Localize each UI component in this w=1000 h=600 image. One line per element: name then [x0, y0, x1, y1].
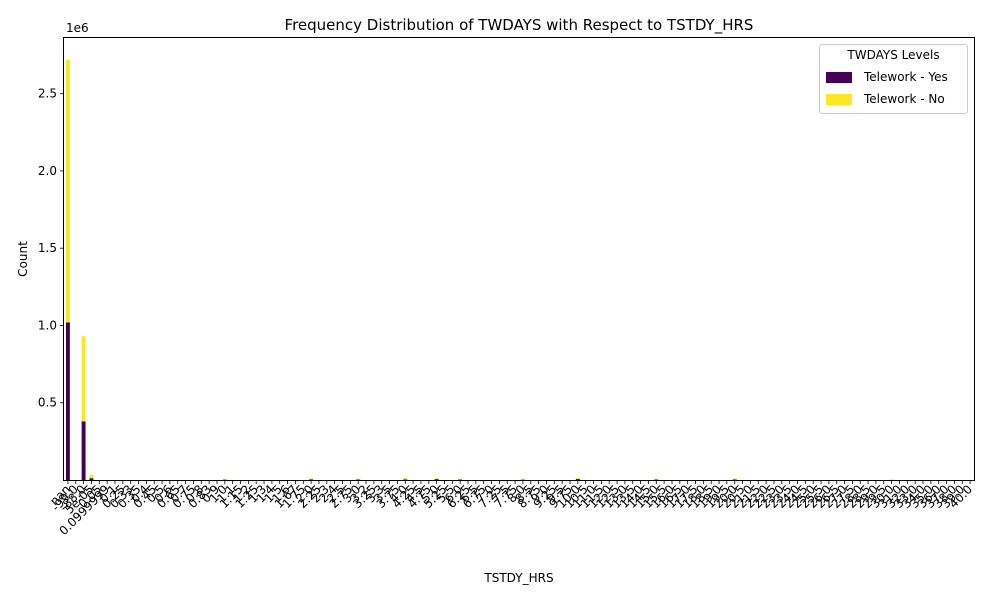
bar-yes-31 — [309, 479, 314, 481]
y-tick-label: 0.5 — [38, 396, 57, 410]
x-axis-label: TSTDY_HRS — [483, 571, 553, 585]
y-tick-label: 1.0 — [38, 318, 57, 332]
bar-no-43 — [403, 478, 408, 480]
y-ticks-group: 0.5 1.0 1.5 2.0 2.5 — [38, 87, 64, 410]
bar-yes-65 — [575, 478, 580, 480]
bar-no-2 — [81, 336, 86, 422]
bar-yes-0 — [65, 322, 70, 480]
bar-yes-75 — [654, 479, 659, 481]
legend-swatch-no — [826, 94, 852, 105]
legend-swatch-yes — [826, 72, 852, 83]
legend-label-no: Telework - No — [864, 92, 945, 106]
x-ticks-group: nan-99.0-88.05e-050.050.09999990.10.250.… — [47, 480, 975, 538]
bar-no-37 — [356, 478, 361, 480]
plot-frame — [63, 37, 975, 481]
bar-yes-3 — [89, 478, 94, 480]
bar-yes-2 — [81, 421, 86, 480]
bars-group — [65, 59, 894, 481]
bar-no-105 — [889, 479, 894, 481]
bar-yes-37 — [356, 479, 361, 481]
bar-no-0 — [65, 59, 70, 323]
bar-no-50 — [458, 478, 463, 480]
legend-label-yes: Telework - Yes — [864, 70, 948, 84]
bar-no-58 — [520, 478, 525, 480]
y-tick-label: 1.5 — [38, 241, 57, 255]
bar-yes-85 — [732, 479, 737, 481]
y-tick-label: 2.0 — [38, 164, 57, 178]
bar-no-47 — [434, 478, 439, 480]
y-tick-label: 2.5 — [38, 87, 57, 101]
chart-title: Frequency Distribution of TWDAYS with Re… — [285, 16, 754, 35]
legend-title: TWDAYS Levels — [847, 48, 940, 62]
bar-no-65 — [575, 477, 580, 479]
legend: TWDAYS Levels Telework - Yes Telework - … — [819, 44, 968, 114]
bar-yes-47 — [434, 478, 439, 480]
bar-no-3 — [89, 474, 94, 479]
y-multiplier-label: 1e6 — [66, 21, 89, 35]
bar-yes-43 — [403, 479, 408, 481]
bar-yes-20 — [222, 479, 227, 481]
bar-no-85 — [732, 478, 737, 480]
bar-no-75 — [654, 478, 659, 480]
bar-yes-50 — [458, 479, 463, 481]
y-axis-label: Count — [16, 241, 30, 277]
bar-no-20 — [222, 478, 227, 480]
bar-no-31 — [309, 478, 314, 480]
